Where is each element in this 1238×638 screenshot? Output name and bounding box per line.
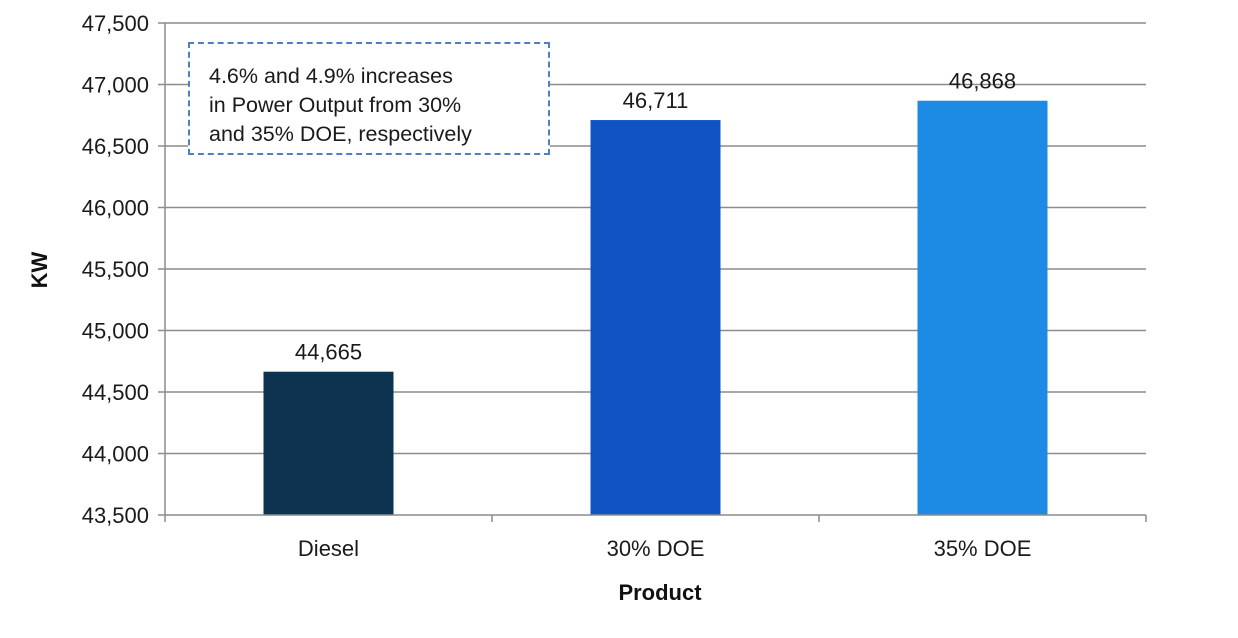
bars [263, 100, 1048, 516]
data-labels: 44,665 46,711 46,868 [295, 69, 1016, 365]
x-tick-label: 35% DOE [934, 536, 1032, 561]
y-tick-label: 47,500 [82, 11, 149, 36]
y-tick-label: 46,000 [82, 196, 149, 221]
annotation-box: 4.6% and 4.9% increases in Power Output … [188, 42, 550, 155]
y-tick-label: 47,000 [82, 73, 149, 98]
y-tick-label: 44,500 [82, 380, 149, 405]
y-tick-label: 43,500 [82, 503, 149, 528]
data-label: 44,665 [295, 340, 362, 365]
annotation-line-2: in Power Output from 30% [209, 93, 462, 117]
y-tick-label: 46,500 [82, 134, 149, 159]
x-axis-title: Product [618, 580, 702, 605]
data-label: 46,868 [949, 69, 1016, 94]
y-axis-title: KW [27, 251, 52, 288]
data-label: 46,711 [623, 88, 689, 113]
bar-1 [263, 371, 394, 515]
bar-3 [917, 100, 1048, 516]
y-axis-ticks: 43,500 44,000 44,500 45,000 45,500 46,000 46,5… [82, 11, 166, 528]
y-tick-label: 45,500 [82, 257, 149, 282]
y-tick-label: 45,000 [82, 319, 149, 344]
bar-2 [590, 120, 721, 515]
y-tick-label: 44,000 [82, 442, 149, 467]
x-axis: Diesel 30% DOE 35% DOE [164, 514, 1147, 561]
annotation-line-3: and 35% DOE, respectively [209, 122, 472, 146]
x-tick-label: Diesel [298, 536, 359, 561]
x-tick-label: 30% DOE [607, 536, 705, 561]
annotation-line-1: 4.6% and 4.9% increases [209, 64, 453, 88]
